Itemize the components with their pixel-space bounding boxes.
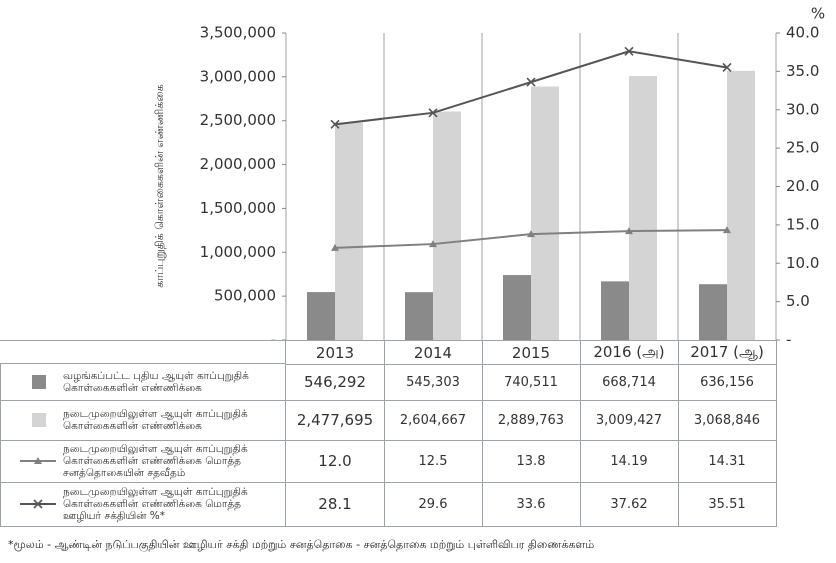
data-label: 740,511	[482, 364, 581, 401]
data-label: 28.1	[286, 482, 385, 527]
table-corner	[0, 340, 286, 364]
legend-entry: வழங்கப்பட்ட புதிய ஆயுள் காப்புறுதிக் கொள…	[0, 364, 286, 401]
legend-key-marker	[33, 499, 43, 509]
line-marker	[331, 243, 339, 251]
line-marker	[330, 119, 340, 129]
line-marker	[526, 77, 536, 87]
y-axis-label: காப்புறுதிக் கொள்கைகளின் எண்ணிக்கை	[153, 84, 166, 287]
y2-tick-label: 25.0	[786, 139, 819, 157]
legend-key	[32, 413, 46, 427]
bar	[531, 86, 559, 340]
category-header: 2017 (ஆ)	[678, 340, 777, 365]
y-tick-label: 2,000,000	[200, 155, 276, 173]
line-marker	[527, 230, 535, 238]
y-tick-label: -	[271, 331, 276, 349]
category-header: 2014	[384, 340, 483, 365]
data-label: 12.5	[384, 440, 483, 483]
y2-tick-label: 30.0	[786, 100, 819, 118]
legend-key-marker	[34, 457, 42, 464]
bar	[307, 292, 335, 340]
line-marker	[429, 240, 437, 248]
y2-tick-label: 20.0	[786, 177, 819, 195]
data-label: 3,068,846	[678, 400, 777, 441]
bar	[629, 76, 657, 340]
data-label: 2,889,763	[482, 400, 581, 441]
data-label: 13.8	[482, 440, 581, 483]
data-label: 37.62	[580, 482, 679, 527]
y-tick-label: 500,000	[214, 287, 276, 305]
line-marker	[722, 62, 732, 73]
category-header: 2015	[482, 340, 581, 365]
y2-tick-label: 35.0	[786, 62, 819, 80]
y-tick-label: 3,000,000	[200, 67, 276, 85]
category-header: 2016 (அ)	[580, 340, 679, 365]
data-label: 546,292	[286, 364, 385, 401]
y2-tick-label: 10.0	[786, 254, 819, 272]
y2-axis-label: %	[811, 5, 825, 23]
bar	[601, 281, 629, 340]
y2-tick-label: 40.0	[786, 24, 819, 42]
line-marker	[428, 108, 438, 118]
bar	[405, 292, 433, 340]
category-header: 2013	[286, 340, 385, 365]
data-label: 33.6	[482, 482, 581, 527]
data-label: 35.51	[678, 482, 777, 527]
data-label: 2,477,695	[286, 400, 385, 441]
line-marker	[723, 226, 731, 234]
bar	[503, 275, 531, 340]
bar	[335, 122, 363, 341]
line-marker	[625, 227, 633, 235]
legend-entry: நடைமுறையிலுள்ள ஆயுள் காப்புறுதிக் கொள்கை…	[0, 482, 286, 527]
data-label: 668,714	[580, 364, 679, 401]
data-label: 545,303	[384, 364, 483, 401]
legend-entry: நடைமுறையிலுள்ள ஆயுள் காப்புறுதிக் கொள்கை…	[0, 400, 286, 441]
legend-key	[32, 375, 46, 389]
data-label: 14.19	[580, 440, 679, 483]
y2-tick-label: -	[786, 331, 791, 349]
y2-tick-label: 15.0	[786, 215, 819, 233]
y-tick-label: 1,500,000	[200, 199, 276, 217]
footnote: *மூலம் - ஆண்டின் நடுப்பகுதியின் ஊழியர் ச…	[8, 538, 595, 551]
bar	[699, 284, 727, 340]
y-tick-label: 2,500,000	[200, 111, 276, 129]
bar	[727, 70, 755, 341]
line-marker	[624, 46, 634, 56]
legend-entry: நடைமுறையிலுள்ள ஆயுள் காப்புறுதிக் கொள்கை…	[0, 440, 286, 483]
data-label: 2,604,667	[384, 400, 483, 441]
data-label: 3,009,427	[580, 400, 679, 441]
data-label: 14.31	[678, 440, 777, 483]
y-tick-label: 1,000,000	[200, 243, 276, 261]
data-label: 12.0	[286, 440, 385, 483]
bar	[433, 111, 461, 340]
y-tick-label: 3,500,000	[200, 24, 276, 42]
data-label: 636,156	[678, 364, 777, 401]
y2-tick-label: 5.0	[786, 292, 810, 310]
data-label: 29.6	[384, 482, 483, 527]
